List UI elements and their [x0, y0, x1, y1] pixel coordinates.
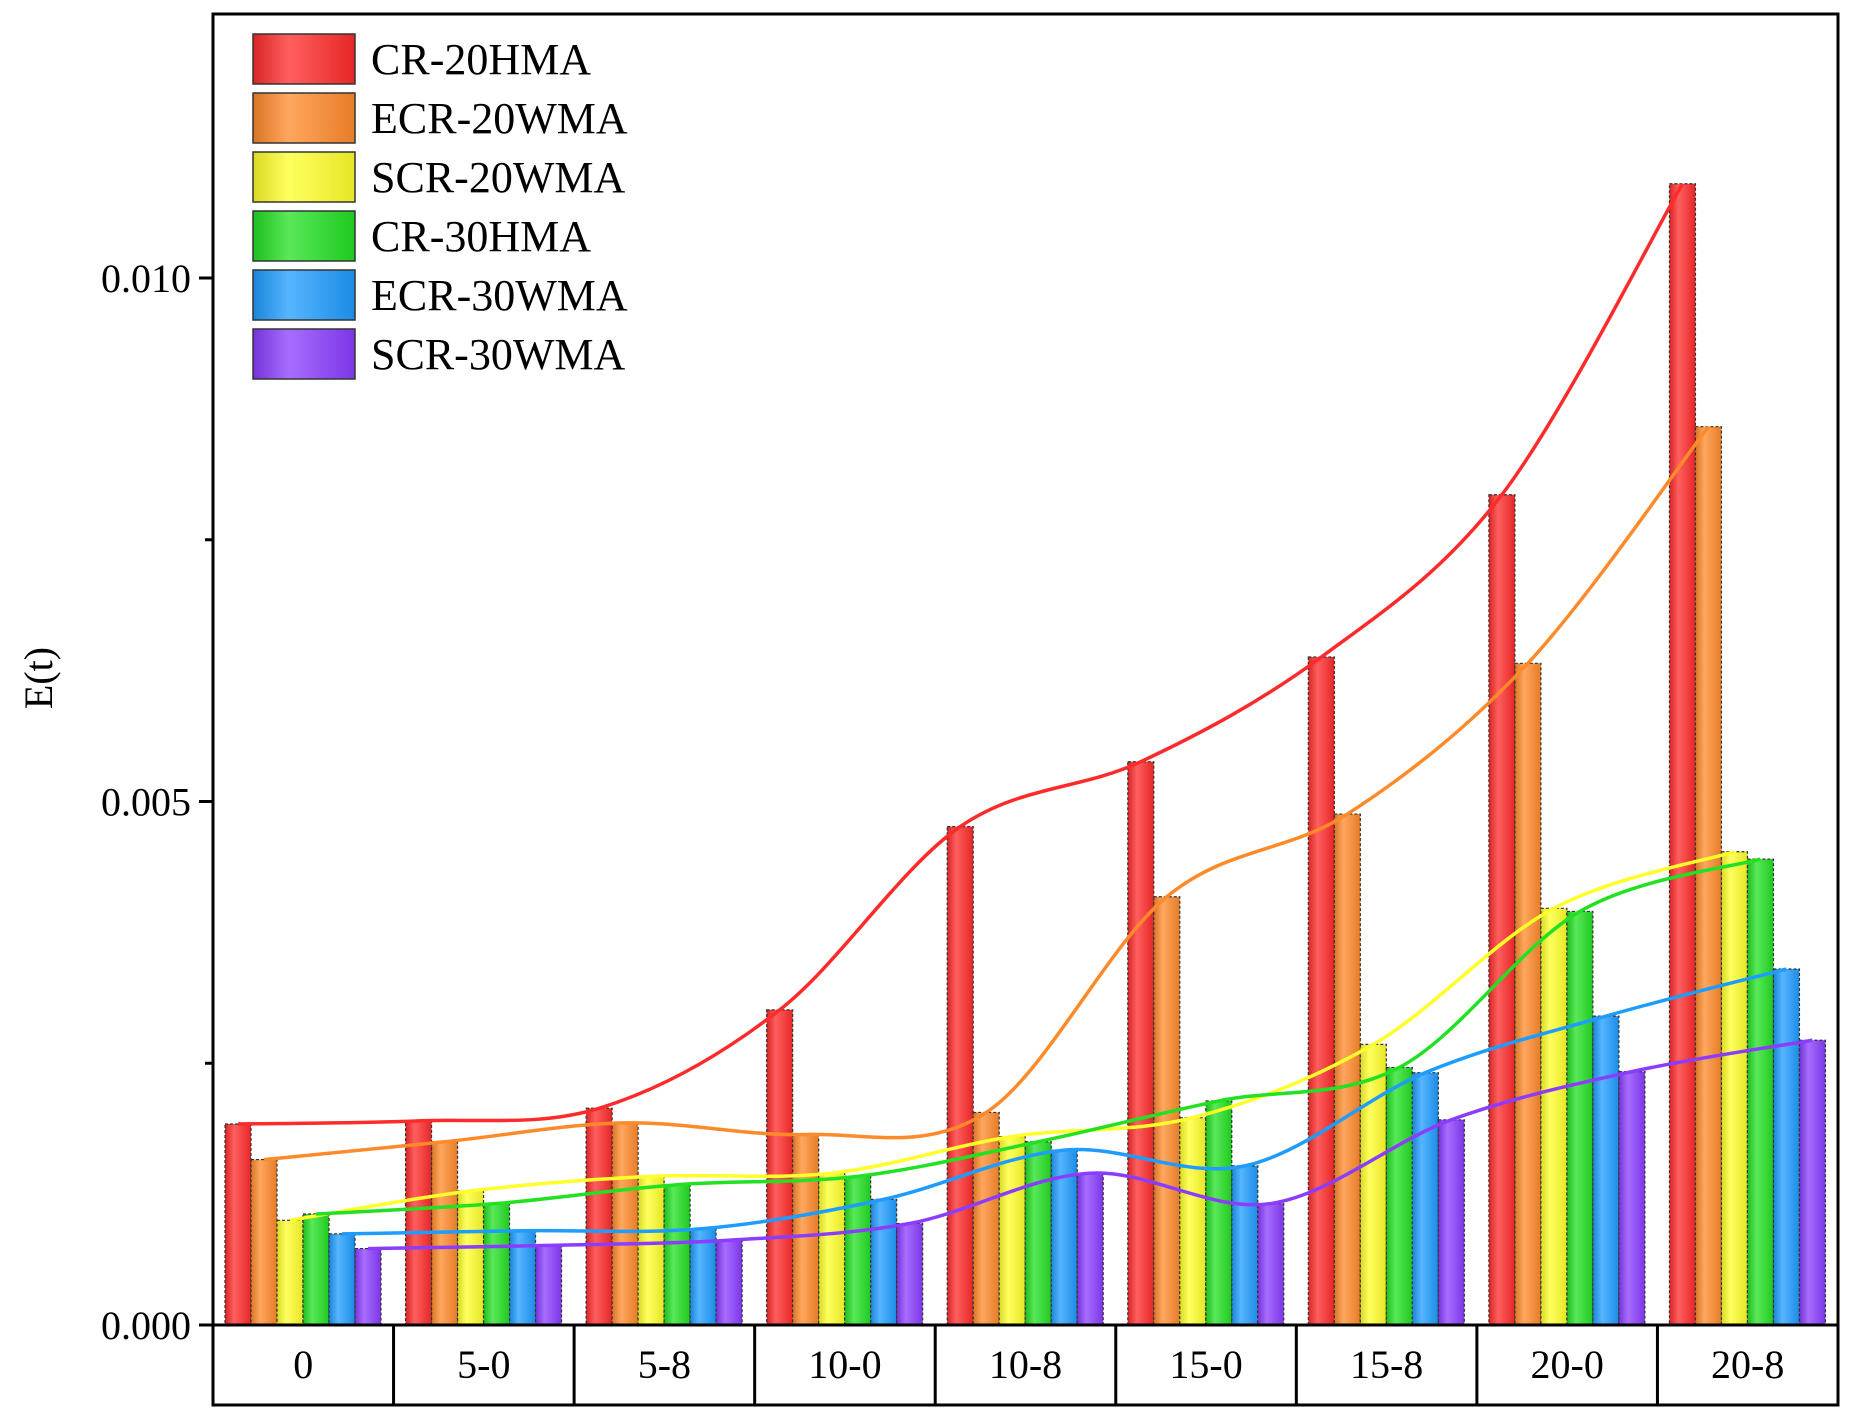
- y-tick-label: 0.010: [101, 256, 191, 301]
- bar-ecr-30wma-15-0: [1231, 1165, 1259, 1326]
- bar-cr-30hma-5-8: [663, 1184, 691, 1326]
- bar-scr-20wma-10-0: [818, 1172, 846, 1326]
- bar-cr-20hma-5-8: [585, 1107, 613, 1326]
- bar-ecr-20wma-10-0: [792, 1133, 820, 1326]
- category-label: 10-8: [989, 1342, 1062, 1387]
- trend-line-cr-30hma: [315, 857, 1761, 1216]
- bar-cr-20hma-5-0: [404, 1120, 433, 1326]
- bar-cr-30hma-0: [302, 1213, 330, 1326]
- bar-cr-30hma-20-0: [1566, 910, 1594, 1326]
- bar-cr-20hma-20-8: [1668, 183, 1697, 1326]
- bar-scr-20wma-5-0: [456, 1190, 485, 1326]
- bar-scr-30wma-10-0: [896, 1222, 924, 1326]
- bar-cr-20hma-20-0: [1488, 494, 1516, 1326]
- legend-label-ecr-30wma: ECR-30WMA: [371, 271, 628, 320]
- trend-line-ecr-20wma: [263, 425, 1710, 1162]
- category-label: 5-8: [638, 1342, 691, 1387]
- legend-swatch-ecr-30wma: [252, 269, 356, 321]
- bar-cr-30hma-15-0: [1205, 1100, 1233, 1326]
- y-tick-label: 0.005: [101, 780, 191, 825]
- bar-scr-30wma-5-0: [534, 1244, 563, 1326]
- legend-label-cr-30hma: CR-30HMA: [371, 212, 591, 261]
- y-axis-label: E(t): [16, 647, 61, 709]
- bar-cr-20hma-15-0: [1127, 761, 1155, 1326]
- bar-ecr-30wma-0: [328, 1233, 356, 1326]
- bar-cr-30hma-5-0: [482, 1202, 511, 1326]
- bar-cr-30hma-20-8: [1746, 858, 1775, 1326]
- legend-swatch-scr-30wma: [252, 328, 356, 380]
- bar-ecr-30wma-20-8: [1772, 968, 1801, 1326]
- bar-ecr-20wma-5-8: [611, 1122, 639, 1326]
- bar-ecr-30wma-5-8: [689, 1228, 717, 1326]
- bar-scr-20wma-20-0: [1540, 907, 1568, 1326]
- trend-line-cr-20hma: [237, 182, 1684, 1126]
- bar-ecr-20wma-20-8: [1694, 426, 1723, 1326]
- legend-swatch-ecr-20wma: [252, 92, 356, 144]
- bar-cr-30hma-10-0: [844, 1175, 872, 1326]
- y-tick-label: 0.000: [101, 1303, 191, 1348]
- bar-cr-30hma-15-8: [1385, 1066, 1413, 1326]
- bar-scr-20wma-0: [276, 1219, 304, 1326]
- bar-scr-30wma-10-8: [1076, 1172, 1104, 1326]
- bar-ecr-20wma-15-8: [1333, 813, 1361, 1326]
- category-table: 0 5-0 5-8 10-0 10-8 15-0 15-8 20-0 20-8: [211, 1323, 1840, 1407]
- category-label: 15-8: [1350, 1342, 1423, 1387]
- bar-scr-30wma-0: [354, 1247, 382, 1326]
- legend-swatch-scr-20wma: [252, 151, 356, 203]
- category-label: 10-0: [808, 1342, 881, 1387]
- bar-ecr-30wma-15-8: [1411, 1072, 1439, 1326]
- bar-scr-20wma-15-8: [1359, 1043, 1387, 1326]
- category-label: 5-0: [457, 1342, 510, 1387]
- bar-cr-20hma-0: [224, 1123, 252, 1326]
- bar-cr-30hma-10-8: [1024, 1141, 1052, 1326]
- bar-ecr-30wma-10-0: [870, 1198, 898, 1326]
- bar-scr-30wma-5-8: [715, 1239, 743, 1326]
- bar-cr-20hma-15-8: [1307, 656, 1335, 1326]
- category-label: 20-0: [1531, 1342, 1604, 1387]
- legend-swatch-cr-20hma: [252, 33, 356, 85]
- category-label: 0: [293, 1342, 313, 1387]
- legend-swatch-cr-30hma: [252, 210, 356, 262]
- bar-scr-20wma-20-8: [1720, 851, 1749, 1326]
- trend-line-scr-20wma: [289, 850, 1735, 1223]
- bar-scr-30wma-15-0: [1257, 1202, 1285, 1326]
- bar-ecr-30wma-20-0: [1592, 1015, 1620, 1326]
- bar-scr-20wma-5-8: [637, 1175, 665, 1326]
- category-label: 15-0: [1169, 1342, 1242, 1387]
- bar-ecr-20wma-20-0: [1514, 662, 1542, 1326]
- legend-label-ecr-20wma: ECR-20WMA: [371, 94, 628, 143]
- trend-line-ecr-30wma: [341, 967, 1787, 1236]
- bar-scr-30wma-20-8: [1798, 1039, 1827, 1326]
- bar-cr-20hma-10-8: [946, 826, 974, 1326]
- category-label: 20-8: [1711, 1342, 1784, 1387]
- bar-scr-20wma-10-8: [998, 1135, 1026, 1326]
- y-axis: 0.000 0.005 0.010: [101, 256, 213, 1348]
- legend-label-scr-20wma: SCR-20WMA: [371, 153, 625, 202]
- legend: CR-20HMA ECR-20WMA SCR-20WMA CR-30HMA ECR-30…: [252, 33, 628, 380]
- bar-cr-20hma-10-0: [766, 1009, 794, 1326]
- trend-lines-layer: [237, 182, 1813, 1251]
- legend-label-cr-20hma: CR-20HMA: [371, 35, 591, 84]
- bar-scr-30wma-20-0: [1618, 1071, 1646, 1326]
- bar-scr-30wma-15-8: [1437, 1119, 1465, 1326]
- category-table-frame: [211, 1323, 1840, 1407]
- bar-scr-20wma-15-0: [1179, 1117, 1207, 1326]
- bar-ecr-20wma-0: [250, 1158, 278, 1326]
- legend-label-scr-30wma: SCR-30WMA: [371, 330, 625, 379]
- trend-line-scr-30wma: [367, 1038, 1813, 1251]
